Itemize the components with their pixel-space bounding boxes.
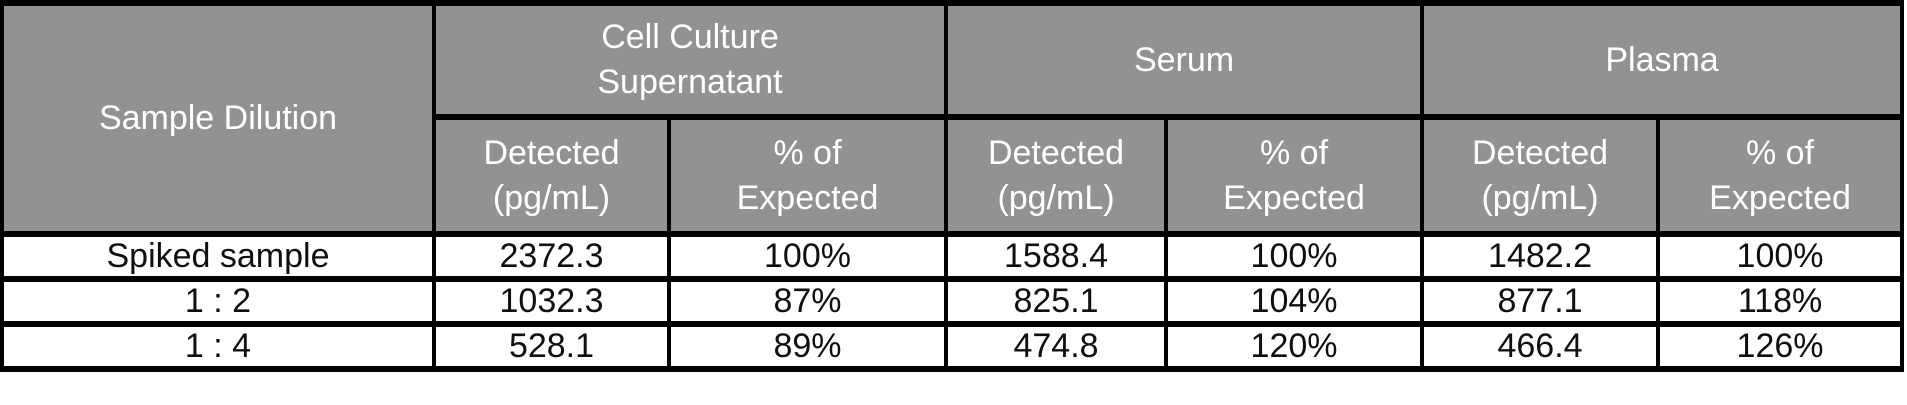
subheader-serum-percent-expected: % of Expected	[1164, 114, 1425, 237]
table-row-spiked-sample: Spiked sample 2372.3 100% 1588.4 100% 14…	[0, 231, 1905, 282]
subheader-plasma-percent-expected: % of Expected	[1656, 114, 1905, 237]
table-row-dilution-1-4: 1 : 4 528.1 89% 474.8 120% 466.4 126%	[0, 321, 1905, 372]
data-cell-ccs-percent: 89%	[666, 321, 949, 372]
subheader-ccs-detected: Detected (pg/mL)	[432, 114, 671, 237]
data-cell-ccs-detected: 528.1	[432, 321, 671, 372]
data-cell-serum-percent: 100%	[1164, 231, 1425, 282]
data-cell-plasma-percent: 100%	[1656, 231, 1905, 282]
group-header-row: Sample Dilution Cell Culture Supernatant…	[0, 0, 1905, 237]
subheader-serum-detected: Detected (pg/mL)	[944, 114, 1169, 237]
data-cell-serum-percent: 120%	[1164, 321, 1425, 372]
data-cell-plasma-percent: 118%	[1656, 276, 1905, 327]
sub-header-row: Detected (pg/mL) % of Expected Detected …	[2, 114, 1905, 237]
table-body: Spiked sample 2372.3 100% 1588.4 100% 14…	[0, 231, 1905, 372]
data-cell-serum-detected: 474.8	[944, 321, 1169, 372]
data-cell-plasma-detected: 877.1	[1420, 276, 1661, 327]
table-header: Sample Dilution Cell Culture Supernatant…	[0, 0, 1905, 237]
dilution-linearity-table: Sample Dilution Cell Culture Supernatant…	[0, 0, 1905, 372]
table-row-dilution-1-2: 1 : 2 1032.3 87% 825.1 104% 877.1 118%	[0, 276, 1905, 327]
data-cell-ccs-percent: 87%	[666, 276, 949, 327]
data-cell-serum-detected: 825.1	[944, 276, 1169, 327]
column-header-sample-dilution: Sample Dilution	[0, 0, 436, 237]
data-cell-serum-detected: 1588.4	[944, 231, 1169, 282]
group-header-cell-culture-supernatant: Cell Culture Supernatant	[431, 0, 949, 120]
subheader-ccs-percent-expected: % of Expected	[666, 114, 949, 237]
data-cell-serum-percent: 104%	[1164, 276, 1425, 327]
data-cell-ccs-percent: 100%	[666, 231, 949, 282]
data-cell-plasma-detected: 466.4	[1420, 321, 1661, 372]
data-cell-plasma-percent: 126%	[1656, 321, 1905, 372]
data-cell-ccs-detected: 2372.3	[432, 231, 671, 282]
data-cell-ccs-detected: 1032.3	[432, 276, 671, 327]
row-label: 1 : 2	[0, 276, 436, 327]
data-cell-plasma-detected: 1482.2	[1420, 231, 1661, 282]
row-label: Spiked sample	[0, 231, 436, 282]
subheader-plasma-detected: Detected (pg/mL)	[1420, 114, 1661, 237]
group-header-serum: Serum	[944, 0, 1425, 120]
row-label: 1 : 4	[0, 321, 436, 372]
group-header-plasma: Plasma	[1420, 0, 1905, 120]
